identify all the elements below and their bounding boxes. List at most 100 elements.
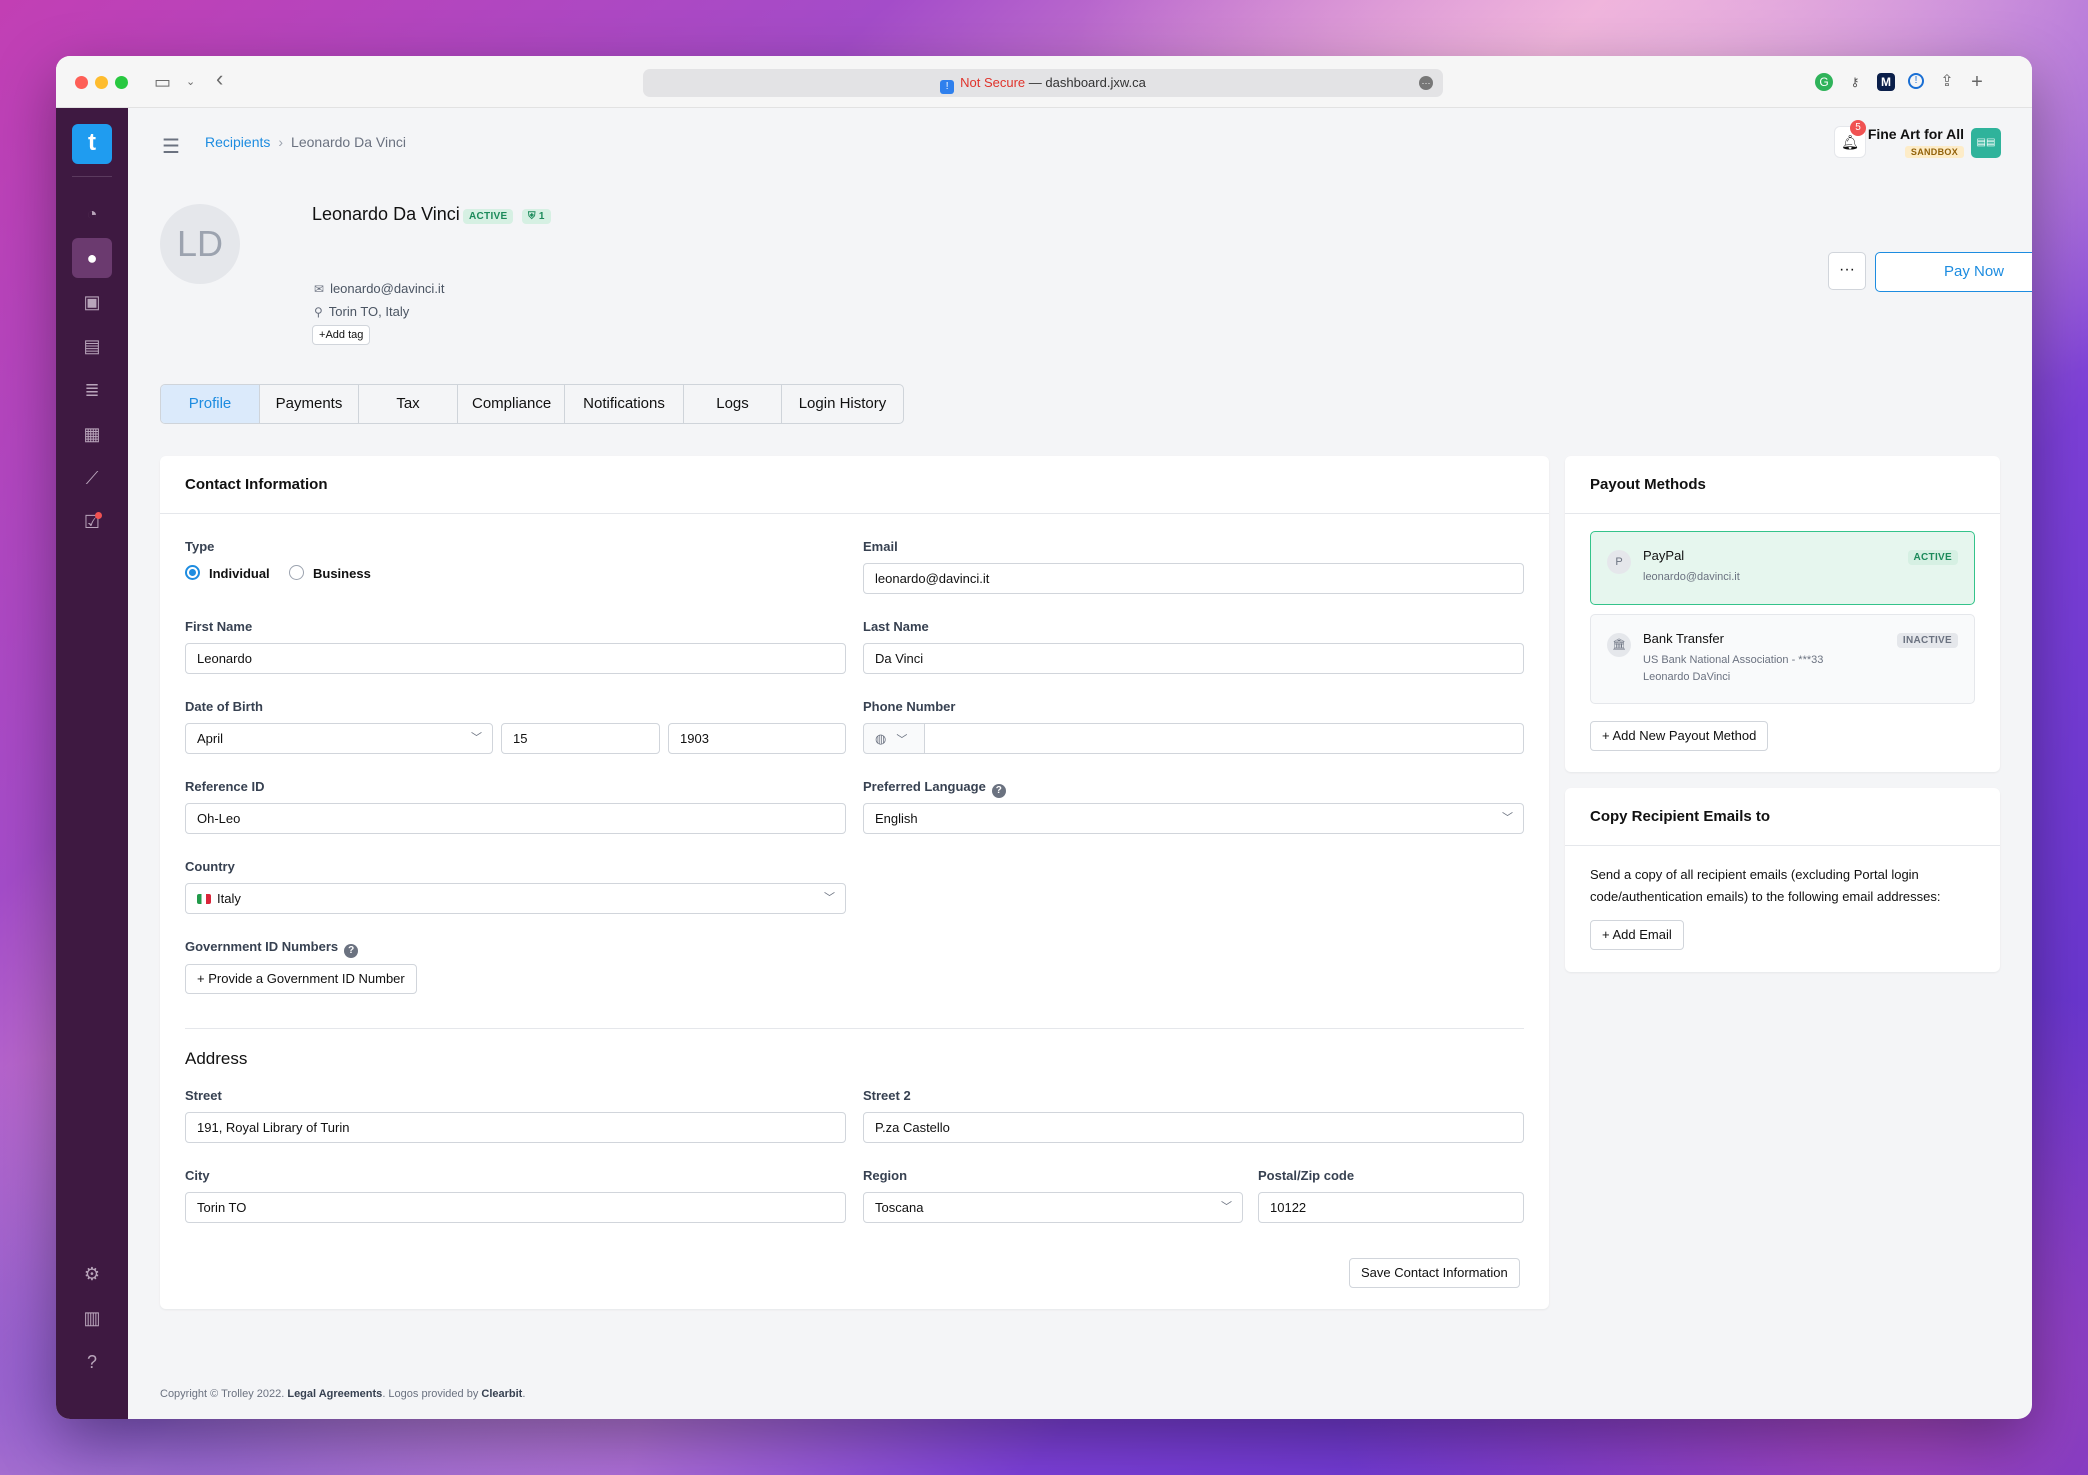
dob-year-field[interactable]: 1903 (668, 723, 846, 754)
provide-government-id-label: Provide a Government ID Number (208, 971, 405, 986)
calculator-icon[interactable]: ▦ (83, 424, 101, 444)
city-field[interactable]: Torin TO (185, 1192, 846, 1223)
trolley-logo[interactable]: t (72, 124, 112, 164)
breadcrumb-recipients-link[interactable]: Recipients (205, 134, 271, 150)
share-icon[interactable]: ⇪ (1940, 73, 1954, 90)
password-manager-icon[interactable]: ! (1908, 73, 1924, 89)
email-field[interactable]: leonardo@davinci.it (863, 563, 1524, 594)
payments-icon[interactable]: ▣ (83, 292, 101, 312)
browser-titlebar: ▭ ⌄ ‹ ! Not Secure — dashboard.jxw.ca ···… (56, 56, 2032, 108)
pay-now-button[interactable]: Pay Now (1875, 252, 2032, 292)
last-name-field[interactable]: Da Vinci (863, 643, 1524, 674)
funds-icon[interactable]: ≣ (84, 380, 100, 400)
org-switcher[interactable]: Fine Art for All SANDBOX (1828, 126, 1964, 160)
payout-methods-card: Payout Methods P PayPal leonardo@davinci… (1565, 456, 2000, 772)
street2-field[interactable]: P.za Castello (863, 1112, 1524, 1143)
preferred-language-select[interactable]: English ﹀ (863, 803, 1524, 834)
preferred-language-value: English (875, 811, 918, 826)
street2-label: Street 2 (863, 1088, 911, 1103)
legal-agreements-link[interactable]: Legal Agreements (287, 1388, 383, 1400)
dashboard-icon[interactable]: ◔ (86, 204, 98, 224)
help-icon[interactable]: ? (86, 1352, 97, 1372)
org-name: Fine Art for All (1867, 126, 1964, 142)
sidebar-toggle-icon[interactable]: ▭ (154, 72, 172, 92)
new-tab-icon[interactable]: + (1971, 71, 1983, 93)
payout-method-paypal[interactable]: P PayPal leonardo@davinci.it ACTIVE (1590, 531, 1975, 605)
preferred-language-text: Preferred Language (863, 779, 986, 794)
postal-code-field[interactable]: 10122 (1258, 1192, 1524, 1223)
italy-flag-icon (197, 894, 211, 904)
batches-icon[interactable]: ▤ (83, 336, 101, 356)
reports-chart-icon[interactable]: ⟋ (85, 468, 99, 488)
add-new-payout-method-label: Add New Payout Method (1612, 728, 1757, 743)
first-name-field[interactable]: Leonardo (185, 643, 846, 674)
sidebar-divider (72, 176, 112, 177)
tab-login-history[interactable]: Login History (798, 395, 887, 412)
page-footer: Copyright © Trolley 2022. Legal Agreemen… (160, 1388, 525, 1400)
recipient-status-badges: ACTIVE ⛨ 1 (463, 206, 551, 224)
payout-methods-title: Payout Methods (1565, 456, 2000, 514)
chevron-down-icon: ﹀ (896, 734, 908, 746)
m-extension-icon[interactable]: M (1877, 73, 1895, 91)
key-extension-icon[interactable]: ⚷ (1850, 75, 1860, 89)
add-email-button[interactable]: + Add Email (1590, 920, 1684, 950)
chevron-down-icon: ﹀ (824, 892, 835, 904)
notifications-count-badge: 5 (1850, 120, 1866, 136)
chevron-down-icon[interactable]: ⌄ (186, 76, 196, 88)
hamburger-menu-icon[interactable]: ☰ (162, 136, 180, 158)
contact-information-card: Contact Information Type Individual Busi… (160, 456, 1549, 1309)
clearbit-link[interactable]: Clearbit (481, 1388, 523, 1400)
add-new-payout-method-button[interactable]: + Add New Payout Method (1590, 721, 1769, 751)
type-individual-label[interactable]: Individual (209, 566, 270, 581)
tab-profile[interactable]: Profile (161, 385, 260, 423)
payout-method-account-holder: Leonardo DaVinci (1643, 671, 1731, 683)
reference-id-field[interactable]: Oh-Leo (185, 803, 846, 834)
tab-compliance[interactable]: Compliance (458, 385, 565, 423)
tab-notifications[interactable]: Notifications (565, 385, 684, 423)
recipient-location: Torin TO, Italy (328, 304, 410, 319)
more-actions-button[interactable]: ··· (1828, 252, 1866, 290)
tasks-icon[interactable]: ☑ (83, 512, 102, 532)
type-individual-radio[interactable] (185, 565, 200, 580)
street-field[interactable]: 191, Royal Library of Turin (185, 1112, 846, 1143)
add-tag-button[interactable]: +Add tag (312, 325, 371, 345)
recipients-icon[interactable]: ● (72, 238, 112, 278)
docs-book-icon[interactable]: ▥ (83, 1308, 101, 1328)
app-sidebar: t ◔ ● ▣ ▤ ≣ ▦ ⟋ ☑ ⚙ ▥ ? (56, 108, 128, 1419)
recipient-avatar: LD (160, 204, 240, 284)
recipient-email-line: ✉ leonardo@davinci.it (314, 281, 444, 296)
phone-country-select[interactable]: ◍ ﹀ (863, 723, 925, 754)
zoom-window-button[interactable] (115, 76, 128, 89)
dob-day-field[interactable]: 15 (501, 723, 660, 754)
country-label: Country (185, 859, 235, 874)
grammarly-extension-icon[interactable]: G (1815, 73, 1833, 91)
payout-method-bank-transfer[interactable]: 🏛︎ Bank Transfer US Bank National Associ… (1590, 614, 1975, 704)
section-divider (185, 1028, 1524, 1029)
country-select[interactable]: Italy ﹀ (185, 883, 846, 914)
tab-payments[interactable]: Payments (260, 385, 359, 423)
org-logo[interactable]: ▤▤ (1971, 128, 2001, 158)
help-icon[interactable]: ? (344, 944, 359, 958)
chevron-right-icon: › (278, 134, 284, 150)
provide-government-id-button[interactable]: + Provide a Government ID Number (185, 964, 417, 994)
minimize-window-button[interactable] (95, 76, 108, 89)
copy-recipient-emails-card: Copy Recipient Emails to Send a copy of … (1565, 788, 2000, 972)
tab-tax[interactable]: Tax (359, 385, 458, 423)
phone-number-field[interactable] (924, 723, 1524, 754)
region-select[interactable]: Toscana ﹀ (863, 1192, 1243, 1223)
browser-window: ▭ ⌄ ‹ ! Not Secure — dashboard.jxw.ca ···… (56, 56, 2032, 1419)
first-name-label: First Name (185, 619, 253, 634)
main-content: ☰ Recipients › Leonardo Da Vinci 🔔︎ 5 Fine… (128, 108, 2032, 1419)
close-window-button[interactable] (75, 76, 88, 89)
tab-logs[interactable]: Logs (684, 385, 782, 423)
dob-month-select[interactable]: April ﹀ (185, 723, 493, 754)
back-icon[interactable]: ‹ (216, 66, 224, 91)
type-label: Type (185, 539, 215, 554)
page-menu-icon[interactable]: ··· (1419, 76, 1433, 90)
address-bar[interactable]: ! Not Secure — dashboard.jxw.ca ··· (643, 69, 1443, 97)
help-icon[interactable]: ? (991, 784, 1006, 798)
save-contact-information-button[interactable]: Save Contact Information (1349, 1258, 1520, 1288)
type-business-radio[interactable] (289, 565, 304, 580)
settings-gear-icon[interactable]: ⚙ (83, 1264, 101, 1284)
type-business-label[interactable]: Business (313, 566, 371, 581)
